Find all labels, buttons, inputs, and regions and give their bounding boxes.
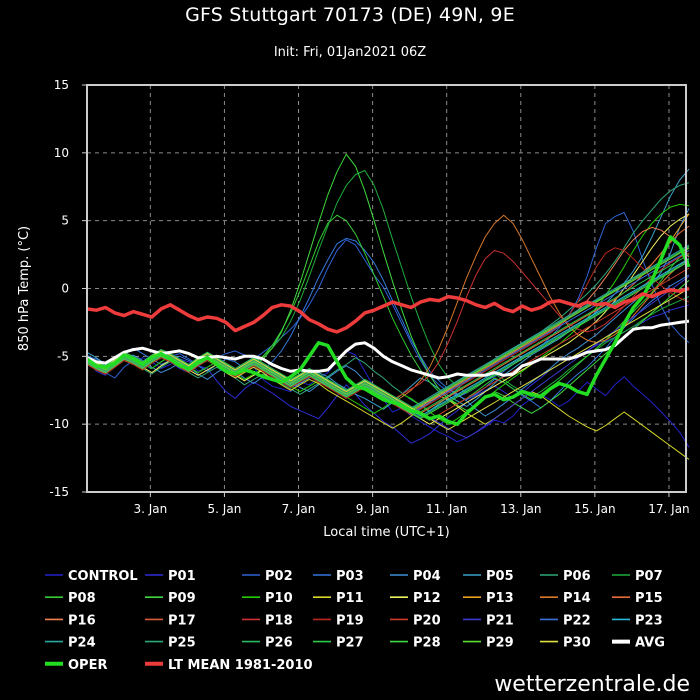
y-tick-label: -15	[49, 485, 69, 499]
legend-label[interactable]: P02	[265, 569, 293, 584]
legend-label[interactable]: P26	[265, 636, 293, 651]
legend-label[interactable]: P06	[563, 569, 591, 584]
y-tick-label: -5	[57, 349, 69, 363]
y-tick-label: 10	[54, 146, 69, 160]
legend-label[interactable]: LT MEAN 1981-2010	[168, 658, 313, 673]
legend-label[interactable]: P29	[486, 636, 514, 651]
x-tick-label: 3. Jan	[133, 502, 167, 516]
legend-label[interactable]: P05	[486, 569, 514, 584]
legend-label[interactable]: P09	[168, 591, 196, 606]
series-line-lt-mean-1981-2010	[86, 286, 690, 334]
series-line-avg	[86, 319, 690, 380]
series-line-p02	[86, 212, 690, 398]
series-line-p19	[86, 247, 690, 416]
legend-label[interactable]: P19	[336, 613, 364, 628]
x-tick-label: 7. Jan	[282, 502, 316, 516]
legend-label[interactable]: P13	[486, 591, 514, 606]
legend-label[interactable]: P22	[563, 613, 591, 628]
y-tick-label: 15	[54, 78, 69, 92]
legend-label[interactable]: P01	[168, 569, 196, 584]
legend-label[interactable]: P27	[336, 636, 364, 651]
legend-label[interactable]: P11	[336, 591, 364, 606]
brand-watermark[interactable]: wetterzentrale.de	[494, 672, 690, 697]
series-line-p03	[86, 237, 690, 409]
legend-label[interactable]: P18	[265, 613, 293, 628]
legend-label[interactable]: P28	[413, 636, 441, 651]
series-line-p22	[86, 250, 690, 414]
legend-label[interactable]: P23	[635, 613, 663, 628]
legend-label[interactable]: P21	[486, 613, 514, 628]
legend-label[interactable]: P16	[68, 613, 96, 628]
legend-label[interactable]: P20	[413, 613, 441, 628]
series-line-oper	[85, 235, 691, 426]
series-line-p16	[86, 226, 690, 413]
series-line-p17	[86, 247, 690, 412]
y-tick-label: 0	[61, 282, 69, 296]
x-tick-label: 11. Jan	[426, 502, 467, 516]
legend-label[interactable]: P25	[168, 636, 196, 651]
legend-label[interactable]: CONTROL	[68, 569, 138, 584]
x-tick-label: 9. Jan	[356, 502, 390, 516]
chart-title: GFS Stuttgart 70173 (DE) 49N, 9E	[185, 4, 515, 26]
legend-label[interactable]: P14	[563, 591, 591, 606]
legend-label[interactable]: AVG	[635, 636, 665, 651]
series-line-p29	[86, 247, 690, 412]
x-tick-label: 17. Jan	[648, 502, 689, 516]
legend-label[interactable]: P30	[563, 636, 591, 651]
x-tick-label: 13. Jan	[500, 502, 541, 516]
chart-subtitle: Init: Fri, 01Jan2021 06Z	[273, 45, 427, 60]
legend-label[interactable]: P24	[68, 636, 96, 651]
y-tick-label: -10	[49, 417, 69, 431]
legend-label[interactable]: P15	[635, 591, 663, 606]
legend-label[interactable]: OPER	[68, 658, 107, 673]
legend-label[interactable]: P07	[635, 569, 663, 584]
legend-label[interactable]: P04	[413, 569, 441, 584]
series-line-p04	[86, 208, 690, 417]
y-tick-label: 5	[61, 214, 69, 228]
series-line-p18	[86, 250, 690, 401]
series-line-p15	[86, 225, 690, 414]
legend-label[interactable]: P10	[265, 591, 293, 606]
legend-label[interactable]: P17	[168, 613, 196, 628]
series-line-p27	[86, 254, 690, 413]
series-line-p28	[86, 260, 690, 420]
legend-label[interactable]: P08	[68, 591, 96, 606]
series-line-p30	[86, 288, 690, 431]
series-line-p24	[86, 244, 690, 409]
x-tick-label: 15. Jan	[574, 502, 615, 516]
x-tick-label: 5. Jan	[208, 502, 242, 516]
x-axis-label: Local time (UTC+1)	[323, 525, 449, 540]
legend-label[interactable]: P12	[413, 591, 441, 606]
legend-label[interactable]: P03	[336, 569, 364, 584]
y-axis-label: 850 hPa Temp. (°C)	[17, 226, 32, 351]
